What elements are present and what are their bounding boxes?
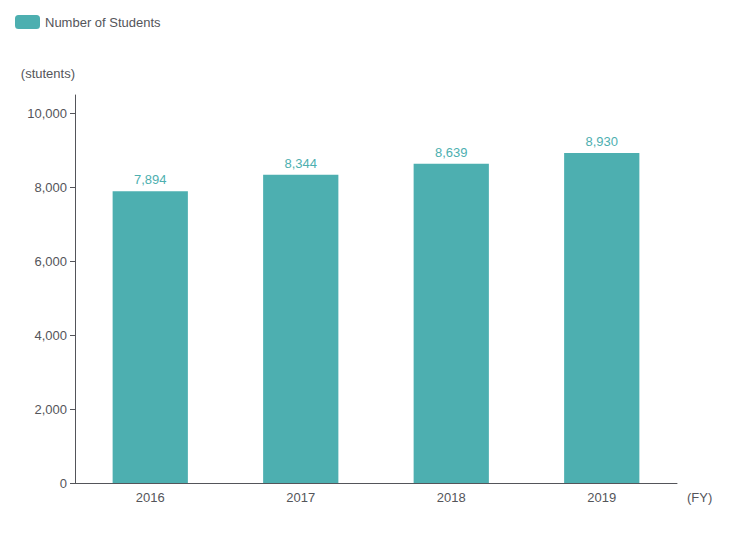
svg-text:2019: 2019 xyxy=(587,490,616,505)
svg-text:Number of Students: Number of Students xyxy=(45,15,161,30)
svg-text:7,894: 7,894 xyxy=(134,172,167,187)
svg-text:2016: 2016 xyxy=(136,490,165,505)
svg-text:2018: 2018 xyxy=(437,490,466,505)
svg-text:(stutents): (stutents) xyxy=(21,66,75,81)
svg-text:8,639: 8,639 xyxy=(435,145,468,160)
svg-text:10,000: 10,000 xyxy=(27,106,67,121)
svg-text:(FY): (FY) xyxy=(687,490,712,505)
svg-text:2017: 2017 xyxy=(286,490,315,505)
svg-text:8,344: 8,344 xyxy=(284,156,317,171)
svg-text:6,000: 6,000 xyxy=(34,254,67,269)
svg-text:0: 0 xyxy=(60,476,67,491)
svg-text:2,000: 2,000 xyxy=(34,402,67,417)
svg-text:8,930: 8,930 xyxy=(585,134,618,149)
svg-text:8,000: 8,000 xyxy=(34,180,67,195)
svg-text:4,000: 4,000 xyxy=(34,328,67,343)
